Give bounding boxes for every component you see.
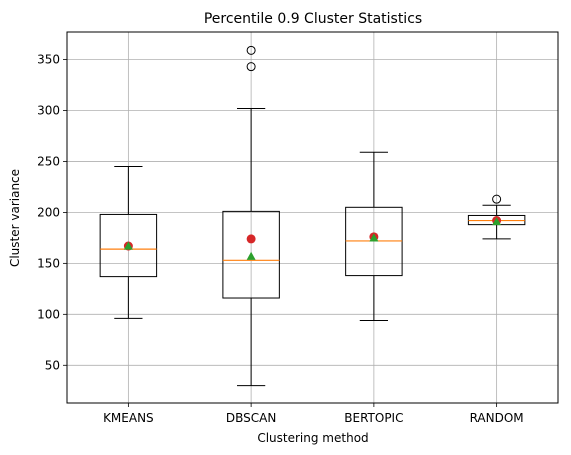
outlier-point — [246, 62, 256, 72]
x-tick-label: DBSCAN — [226, 411, 276, 425]
box-group-dbscan — [222, 45, 280, 387]
mean-triangle-marker — [492, 217, 502, 226]
y-tick-label: 200 — [37, 205, 60, 219]
mean-triangle-marker — [369, 233, 379, 242]
grid-layer — [67, 32, 558, 403]
x-tick-label: BERTOPIC — [344, 411, 403, 425]
outlier-point — [492, 194, 502, 204]
mean-triangle-marker — [123, 241, 133, 250]
x-tick-label: KMEANS — [103, 411, 154, 425]
outlier-point — [246, 45, 256, 55]
iqr-box — [99, 213, 158, 278]
y-tick-label: 300 — [37, 103, 60, 117]
boxes-layer — [99, 45, 526, 387]
y-tick-label: 350 — [37, 53, 60, 67]
y-axis-label: Cluster variance — [8, 169, 22, 267]
plot-frame — [66, 31, 559, 404]
box-group-bertopic — [345, 151, 403, 321]
x-axis-label: Clustering method — [257, 431, 368, 445]
iqr-box — [222, 210, 280, 299]
y-tick-label: 100 — [37, 307, 60, 321]
mean-triangle-marker — [246, 251, 256, 260]
chart-title: Percentile 0.9 Cluster Statistics — [204, 11, 422, 27]
ticks-layer: 50 100 150 200 250 300 350 KMEANS DBSCAN BERTOPIC… — [37, 53, 524, 425]
y-tick-label: 150 — [37, 256, 60, 270]
box-group-kmeans — [99, 166, 158, 319]
y-tick-label: 50 — [45, 358, 60, 372]
y-tick-label: 250 — [37, 154, 60, 168]
mean-circle-marker — [246, 234, 256, 244]
x-tick-label: RANDOM — [470, 411, 524, 425]
box-group-random — [467, 194, 526, 240]
